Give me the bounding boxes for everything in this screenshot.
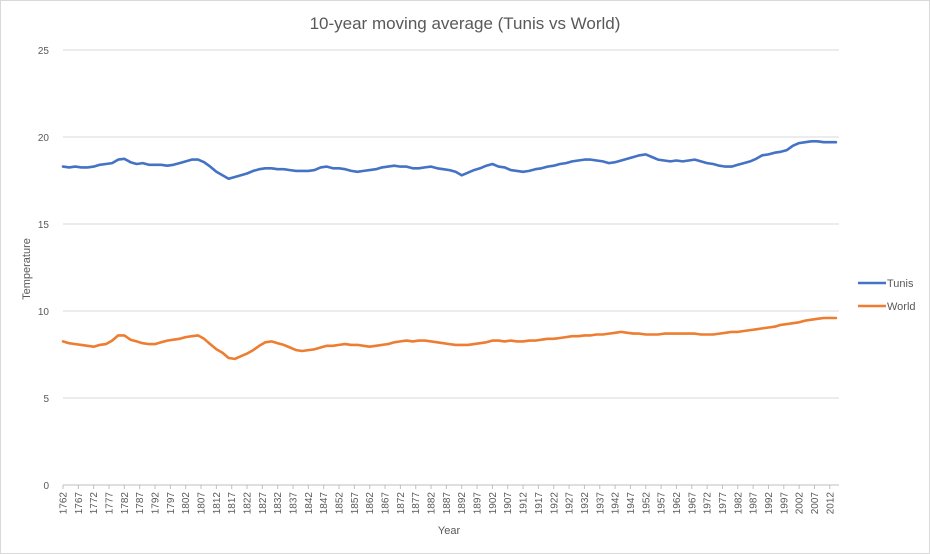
series-layer (61, 140, 838, 361)
x-tick-label: 1937 (595, 492, 606, 515)
x-tick-label: 1917 (534, 492, 545, 515)
x-tick-label: 1977 (718, 492, 729, 515)
x-tick-label: 1942 (611, 492, 622, 515)
x-tick-label: 1792 (151, 492, 162, 515)
x-tick-label: 1987 (749, 492, 760, 515)
grid-layer (63, 49, 839, 486)
x-tick-label: 2002 (795, 492, 806, 515)
x-tick-label: 1972 (703, 492, 714, 515)
x-tick-label: 1887 (442, 492, 453, 515)
y-axis-label: Temperature (21, 238, 33, 300)
x-tick-label: 1882 (427, 492, 438, 515)
y-tick-label: 5 (43, 394, 49, 405)
x-tick-label: 2007 (810, 492, 821, 515)
x-tick-label: 1822 (243, 492, 254, 515)
x-tick-label: 1957 (657, 492, 668, 515)
x-tick-label: 1947 (626, 492, 637, 515)
x-tick-label: 1762 (59, 492, 70, 515)
x-tick-label: 1797 (166, 492, 177, 515)
x-tick-label: 1862 (365, 492, 376, 515)
x-tick-label: 1847 (319, 492, 330, 515)
x-tick-label: 1962 (672, 492, 683, 515)
x-tick-label: 1897 (473, 492, 484, 515)
x-tick-label: 1857 (350, 492, 361, 515)
series-line-world (61, 316, 838, 361)
x-tick-label: 1992 (764, 492, 775, 515)
y-tick-label: 25 (38, 46, 50, 57)
x-tick-label: 1852 (335, 492, 346, 515)
x-tick-label: 1842 (304, 492, 315, 515)
x-tick-label: 1922 (549, 492, 560, 515)
x-tick-label: 1877 (411, 492, 422, 515)
x-tick-label: 1872 (396, 492, 407, 515)
x-tick-label: 1787 (135, 492, 146, 515)
x-tick-label: 1932 (580, 492, 591, 515)
x-tick-label: 1867 (381, 492, 392, 515)
x-tick-label: 1782 (120, 492, 131, 515)
x-tick-label: 1892 (457, 492, 468, 515)
x-tick-label: 1812 (212, 492, 223, 515)
x-tick-label: 1817 (227, 492, 238, 515)
x-tick-label: 1997 (779, 492, 790, 515)
y-tick-label: 0 (43, 481, 49, 492)
x-tick-label: 1907 (503, 492, 514, 515)
legend: Tunis World (858, 278, 916, 313)
x-tick-label: 1777 (105, 492, 116, 515)
chart-title: 10-year moving average (Tunis vs World) (310, 14, 621, 33)
x-tick-label: 1772 (89, 492, 100, 515)
x-tick-label: 1827 (258, 492, 269, 515)
legend-label-tunis: Tunis (887, 278, 914, 290)
x-tick-label: 1952 (641, 492, 652, 515)
x-tick-label: 1912 (519, 492, 530, 515)
x-axis: 1762 1767 1772 1777 1782 1787 1792 1797 1802 1807… (59, 485, 836, 515)
x-tick-label: 1837 (289, 492, 300, 515)
x-tick-label: 1967 (687, 492, 698, 515)
x-tick-label: 1807 (197, 492, 208, 515)
x-tick-label: 1982 (733, 492, 744, 515)
x-axis-label: Year (438, 525, 461, 537)
x-tick-label: 1832 (273, 492, 284, 515)
x-tick-label: 1902 (488, 492, 499, 515)
x-tick-label: 1927 (565, 492, 576, 515)
y-tick-label: 20 (38, 133, 50, 144)
y-axis: 0 5 10 15 20 25 (38, 46, 50, 492)
x-tick-label: 2012 (825, 492, 836, 515)
y-tick-label: 15 (38, 220, 50, 231)
series-line-tunis (61, 140, 838, 181)
legend-label-world: World (887, 301, 916, 313)
x-tick-label: 1767 (74, 492, 85, 515)
y-tick-label: 10 (38, 307, 50, 318)
x-tick-label: 1802 (181, 492, 192, 515)
